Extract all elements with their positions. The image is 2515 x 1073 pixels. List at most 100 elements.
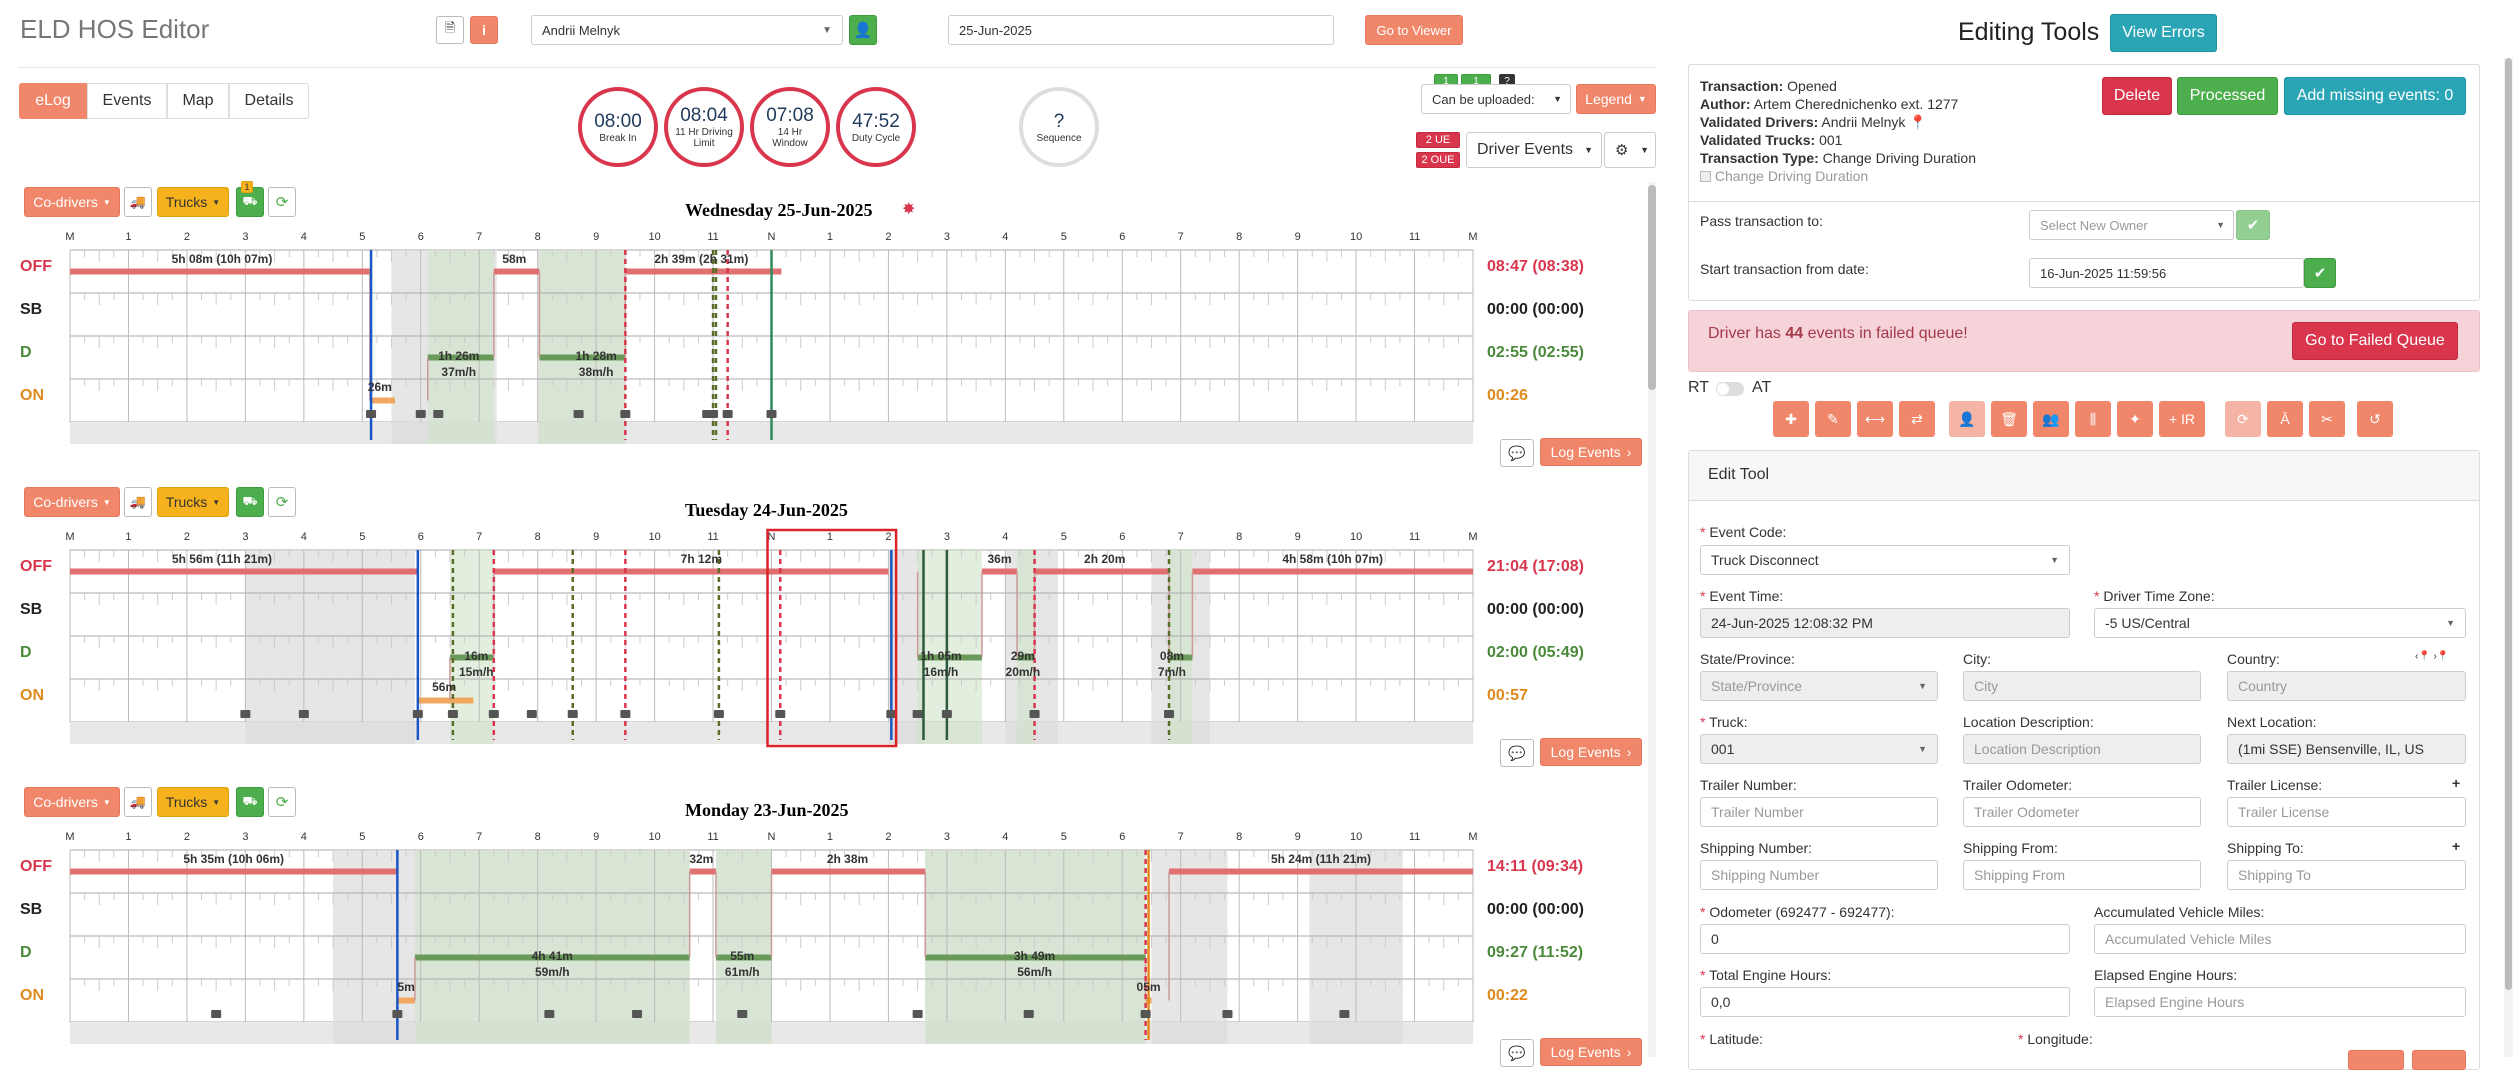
acc-miles-input[interactable]: Accumulated Vehicle Miles bbox=[2094, 924, 2466, 954]
off-duty-segment[interactable] bbox=[771, 568, 889, 575]
d-duty-segment[interactable] bbox=[917, 654, 982, 661]
location-icons[interactable]: ‹📍 ›📍 bbox=[2415, 651, 2449, 662]
event-icon[interactable] bbox=[620, 410, 631, 418]
d-duty-segment[interactable] bbox=[925, 954, 1146, 961]
event-icon[interactable] bbox=[620, 710, 631, 718]
off-duty-segment[interactable] bbox=[70, 868, 398, 875]
event-code-select[interactable]: Truck Disconnect ▼ bbox=[1700, 545, 2070, 575]
event-icon[interactable] bbox=[567, 710, 578, 718]
codrivers-button[interactable]: Co-drivers ▼ bbox=[24, 787, 120, 817]
hos-graph[interactable]: M 1 2 3 4 5 6 7 8 9 10 11 N 1 2 3 4 5 6 7 8 9 10 11 M 5h 56m (11h… bbox=[60, 528, 1483, 773]
log-events-button[interactable]: Log Events › bbox=[1540, 1038, 1642, 1066]
driver-user-button[interactable]: 👤 bbox=[849, 15, 877, 45]
tab-map[interactable]: Map bbox=[167, 83, 229, 119]
event-icon[interactable] bbox=[392, 1010, 403, 1018]
history-button[interactable]: ↺ bbox=[2357, 401, 2393, 437]
on-duty-segment[interactable] bbox=[369, 397, 396, 404]
event-icon[interactable] bbox=[1222, 1010, 1233, 1018]
event-icon[interactable] bbox=[708, 410, 719, 418]
next-location-input[interactable]: (1mi SSE) Bensenville, IL, US bbox=[2227, 734, 2466, 764]
shipping-from-input[interactable]: Shipping From bbox=[1963, 860, 2201, 890]
off-duty-segment[interactable] bbox=[625, 268, 782, 275]
edit-button[interactable]: ✎ bbox=[1815, 401, 1851, 437]
off-duty-segment[interactable] bbox=[1169, 868, 1473, 875]
event-icon[interactable] bbox=[1164, 710, 1175, 718]
event-icon[interactable] bbox=[886, 710, 897, 718]
d-duty-segment[interactable] bbox=[427, 354, 494, 361]
d-duty-segment[interactable] bbox=[715, 954, 772, 961]
graph-scrollbar[interactable] bbox=[1648, 182, 1656, 1057]
event-icon[interactable] bbox=[573, 410, 584, 418]
off-duty-segment[interactable] bbox=[771, 868, 926, 875]
driver-button[interactable]: 👤 bbox=[1949, 401, 1985, 437]
log-events-button[interactable]: Log Events › bbox=[1540, 738, 1642, 766]
tab-details[interactable]: Details bbox=[229, 83, 309, 119]
event-icon[interactable] bbox=[713, 710, 724, 718]
d-duty-segment[interactable] bbox=[414, 954, 690, 961]
event-icon[interactable] bbox=[433, 410, 444, 418]
event-icon[interactable] bbox=[526, 710, 537, 718]
start-date-input[interactable]: 16-Jun-2025 11:59:56 bbox=[2029, 258, 2304, 288]
d-duty-segment[interactable] bbox=[449, 654, 494, 661]
off-duty-segment[interactable] bbox=[713, 568, 772, 575]
event-icon[interactable] bbox=[737, 1010, 748, 1018]
d-duty-segment[interactable] bbox=[539, 354, 626, 361]
odometer-input[interactable]: 0 bbox=[1700, 924, 2070, 954]
off-duty-segment[interactable] bbox=[493, 268, 540, 275]
truck-select[interactable]: 001 ▼ bbox=[1700, 734, 1938, 764]
rt-at-toggle[interactable] bbox=[1716, 382, 1744, 396]
comment-button[interactable]: 💬 bbox=[1500, 739, 1534, 767]
trailer-odometer-input[interactable]: Trailer Odometer bbox=[1963, 797, 2201, 827]
off-duty-segment[interactable] bbox=[70, 568, 418, 575]
d-duty-segment[interactable] bbox=[1017, 654, 1035, 661]
location-action-button-2[interactable] bbox=[2412, 1050, 2466, 1070]
state-select[interactable]: State/Province ▼ bbox=[1700, 671, 1938, 701]
truck-icon-button[interactable]: 🚚 bbox=[124, 787, 152, 817]
document-button[interactable]: 🗎 bbox=[436, 16, 464, 44]
settings-dropdown[interactable]: ⚙ ▼ bbox=[1604, 132, 1656, 168]
tab-elog[interactable]: eLog bbox=[19, 83, 87, 119]
event-icon[interactable] bbox=[240, 710, 251, 718]
off-duty-segment[interactable] bbox=[1034, 568, 1170, 575]
info-button[interactable]: i bbox=[470, 16, 498, 44]
refresh-day-button[interactable]: ⟳ bbox=[268, 787, 296, 817]
event-icon[interactable] bbox=[1023, 1010, 1034, 1018]
event-icon[interactable] bbox=[775, 710, 786, 718]
refresh-button[interactable]: ⟳ bbox=[2225, 401, 2261, 437]
event-icon[interactable] bbox=[912, 710, 923, 718]
truck-icon-button[interactable]: 🚚 bbox=[124, 487, 152, 517]
trucks-button[interactable]: Trucks ▼ bbox=[157, 187, 229, 217]
truck-icon-button[interactable]: 🚚 bbox=[124, 187, 152, 217]
city-input[interactable]: City bbox=[1963, 671, 2201, 701]
confirm-start-date-button[interactable]: ✔ bbox=[2304, 258, 2336, 288]
truck-user-button[interactable]: ⛟ bbox=[236, 487, 264, 517]
elapsed-hours-input[interactable]: Elapsed Engine Hours bbox=[2094, 987, 2466, 1017]
trailer-number-input[interactable]: Trailer Number bbox=[1700, 797, 1938, 827]
event-icon[interactable] bbox=[298, 710, 309, 718]
event-icon[interactable] bbox=[544, 1010, 555, 1018]
location-desc-input[interactable]: Location Description bbox=[1963, 734, 2201, 764]
comment-button[interactable]: 💬 bbox=[1500, 1039, 1534, 1067]
processed-button[interactable]: Processed bbox=[2177, 77, 2278, 115]
hos-graph[interactable]: M 1 2 3 4 5 6 7 8 9 10 11 N 1 2 3 4 5 6 7 8 9 10 11 M 5h 35m (10h… bbox=[60, 828, 1483, 1073]
add-missing-events-button[interactable]: Add missing events: 0 bbox=[2284, 77, 2466, 115]
on-duty-segment[interactable] bbox=[397, 997, 415, 1004]
right-scrollbar[interactable] bbox=[2504, 58, 2513, 1057]
go-to-failed-queue-button[interactable]: Go to Failed Queue bbox=[2292, 322, 2458, 360]
event-icon[interactable] bbox=[722, 410, 733, 418]
selected-region[interactable] bbox=[766, 528, 898, 748]
can-be-uploaded-select[interactable]: Can be uploaded: ▼ bbox=[1421, 84, 1571, 114]
event-icon[interactable] bbox=[1029, 710, 1040, 718]
legend-button[interactable]: Legend ▼ bbox=[1576, 84, 1656, 114]
event-icon[interactable] bbox=[415, 410, 426, 418]
confirm-owner-button[interactable]: ✔ bbox=[2236, 210, 2270, 240]
location-action-button[interactable] bbox=[2348, 1050, 2404, 1070]
off-duty-segment[interactable] bbox=[689, 868, 716, 875]
users-button[interactable]: 👥 bbox=[2033, 401, 2069, 437]
trucks-button[interactable]: Trucks ▼ bbox=[157, 487, 229, 517]
trailer-license-input[interactable]: Trailer License bbox=[2227, 797, 2466, 827]
hos-graph[interactable]: M 1 2 3 4 5 6 7 8 9 10 11 N 1 2 3 4 5 6 7 8 9 10 11 M 5h 08m (10h… bbox=[60, 228, 1483, 473]
extend-button[interactable]: ⟷ bbox=[1857, 401, 1893, 437]
add-event-button[interactable]: ✚ bbox=[1773, 401, 1809, 437]
refresh-day-button[interactable]: ⟳ bbox=[268, 487, 296, 517]
